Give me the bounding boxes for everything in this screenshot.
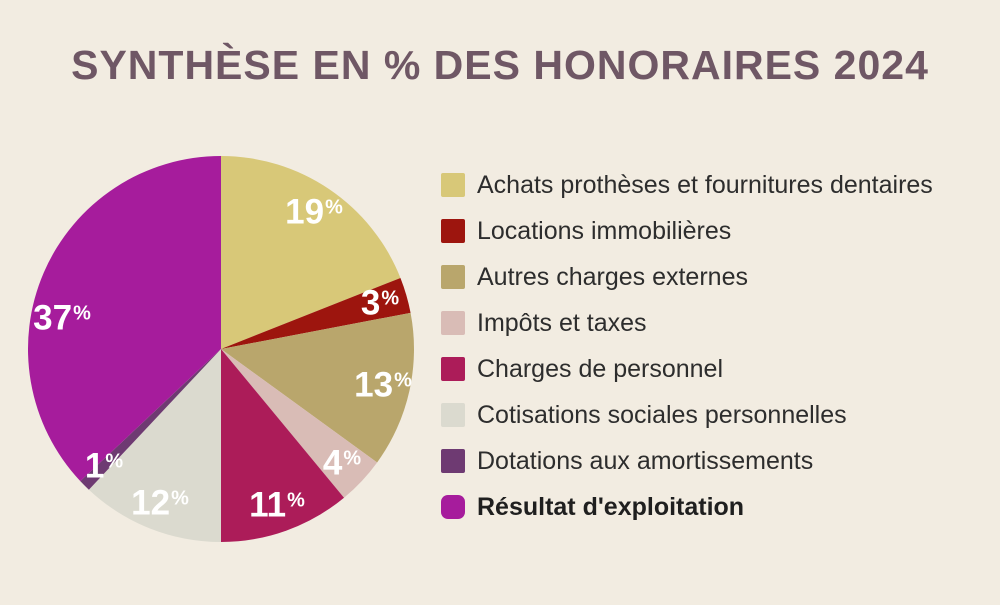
- legend-item: Locations immobilières: [441, 215, 933, 247]
- legend-item: Impôts et taxes: [441, 307, 933, 339]
- legend-item: Cotisations sociales personnelles: [441, 399, 933, 431]
- legend-label: Résultat d'exploitation: [477, 492, 745, 521]
- legend-swatch: [441, 265, 465, 289]
- legend-item: Charges de personnel: [441, 353, 933, 385]
- legend-swatch: [441, 449, 465, 473]
- legend-swatch: [441, 173, 465, 197]
- legend-swatch: [441, 495, 465, 519]
- legend-label: Autres charges externes: [477, 262, 748, 291]
- pie-slice-8: [28, 156, 221, 482]
- legend-swatch: [441, 311, 465, 335]
- legend-item: Autres charges externes: [441, 261, 933, 293]
- legend-label: Locations immobilières: [477, 216, 732, 245]
- pie-slice-5: [221, 349, 345, 542]
- legend-label: Charges de personnel: [477, 354, 723, 383]
- legend-item: Achats prothèses et fournitures dentaire…: [441, 169, 933, 201]
- pie-slice-6: [88, 349, 221, 542]
- legend: Achats prothèses et fournitures dentaire…: [441, 169, 933, 537]
- pie-chart: [28, 156, 414, 542]
- pie-slice-4: [221, 349, 378, 498]
- chart-title: SYNTHÈSE EN % DES HONORAIRES 2024: [71, 42, 929, 88]
- legend-label: Achats prothèses et fournitures dentaire…: [477, 170, 933, 199]
- legend-swatch: [441, 357, 465, 381]
- legend-swatch: [441, 219, 465, 243]
- pie-slice-1: [221, 156, 401, 349]
- pie-slice-3: [221, 312, 414, 463]
- legend-item: Dotations aux amortissements: [441, 445, 933, 477]
- pie-slice-7: [80, 349, 221, 490]
- legend-label: Cotisations sociales personnelles: [477, 400, 847, 429]
- pie-slice-2: [221, 277, 411, 349]
- legend-label: Impôts et taxes: [477, 308, 647, 337]
- legend-item: Résultat d'exploitation: [441, 491, 933, 523]
- legend-swatch: [441, 403, 465, 427]
- legend-label: Dotations aux amortissements: [477, 446, 814, 475]
